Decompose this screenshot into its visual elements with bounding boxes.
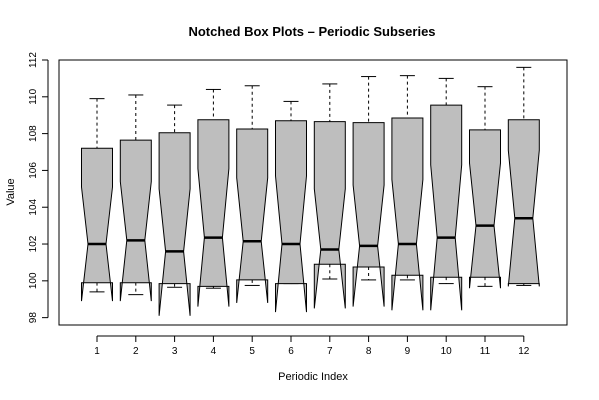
x-tick-label: 7 [327, 346, 333, 357]
notched-box [119, 139, 152, 302]
notched-box [197, 119, 230, 307]
notched-box [236, 128, 269, 303]
box-6 [275, 100, 307, 313]
box-9 [391, 75, 424, 311]
x-tick-label: 5 [249, 346, 255, 357]
x-axis: 1 2 3 4 5 6 7 8 9 10 11 12 [94, 335, 530, 357]
x-tick-label: 8 [366, 346, 372, 357]
x-tick-label: 10 [441, 346, 453, 357]
box-7 [313, 83, 346, 309]
x-tick-label: 12 [518, 346, 530, 357]
y-axis-label: Value [5, 178, 17, 205]
notched-box [275, 120, 307, 313]
y-tick-label: 106 [28, 162, 39, 179]
notched-box [469, 129, 501, 289]
x-axis-label: Periodic Index [278, 371, 348, 383]
y-tick-label: 102 [28, 235, 39, 252]
notched-box [352, 122, 385, 307]
notched-box [158, 132, 191, 316]
box-11 [469, 86, 501, 289]
box-1 [81, 98, 113, 302]
x-tick-label: 4 [211, 346, 217, 357]
box-2 [119, 94, 152, 302]
notched-box [81, 147, 113, 302]
box-12 [507, 66, 540, 287]
y-tick-label: 112 [28, 52, 39, 68]
x-tick-label: 3 [172, 346, 178, 357]
y-tick-label: 104 [28, 198, 39, 215]
y-tick-label: 100 [28, 272, 39, 289]
notched-box [391, 117, 424, 311]
y-tick-label: 110 [28, 88, 39, 104]
x-tick-label: 9 [405, 346, 411, 357]
y-tick-label: 108 [28, 125, 39, 142]
x-tick-label: 11 [480, 346, 491, 357]
plot-frame [58, 59, 568, 326]
x-tick-label: 1 [94, 346, 100, 357]
chart-title: Notched Box Plots – Periodic Subseries [188, 24, 435, 39]
boxes-group [81, 66, 540, 316]
box-4 [197, 88, 230, 307]
x-tick-label: 6 [288, 346, 294, 357]
notched-box [507, 119, 540, 287]
box-3 [158, 104, 191, 316]
box-8 [352, 76, 385, 307]
y-tick-label: 98 [28, 312, 39, 324]
notched-box [313, 121, 346, 309]
notched-box [430, 104, 463, 311]
box-5 [236, 85, 269, 303]
box-10 [430, 77, 463, 311]
y-axis: 98 100 102 104 106 108 110 112 [28, 52, 49, 324]
x-tick-label: 2 [133, 346, 139, 357]
